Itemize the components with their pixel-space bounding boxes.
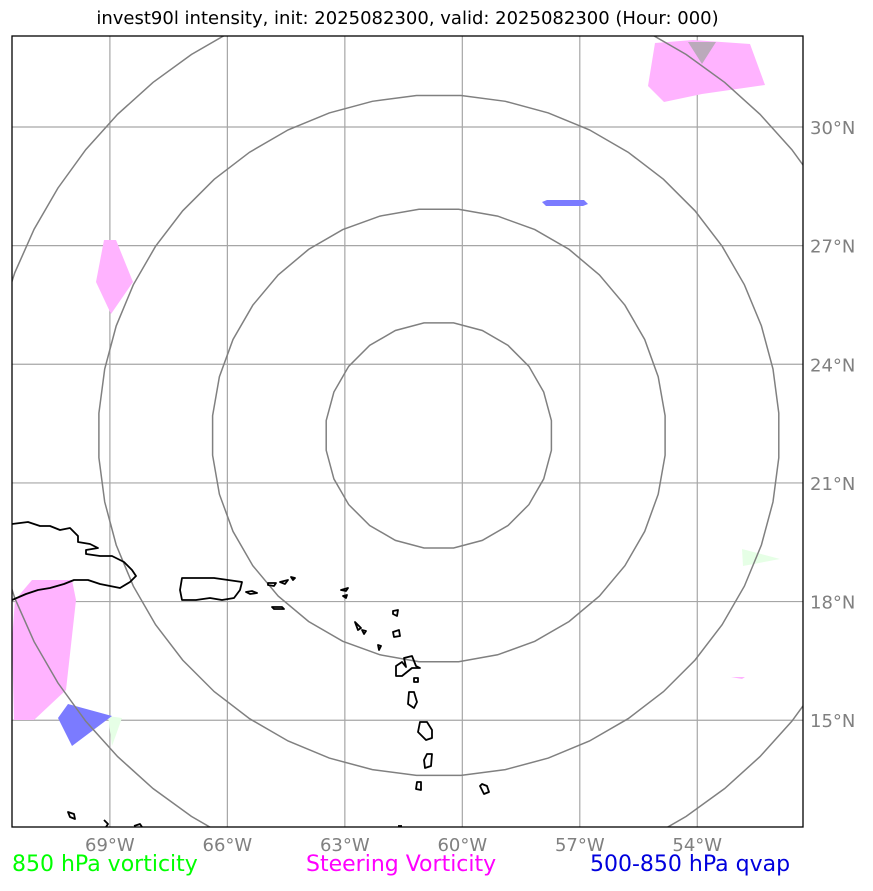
island-st-martin	[342, 594, 348, 599]
island-south-1	[67, 811, 76, 820]
island-st-vincent	[415, 781, 422, 791]
steering-vorticity-patch-west	[96, 240, 133, 314]
lon-label: 57°W	[555, 835, 605, 856]
lat-label: 18°N	[810, 593, 855, 614]
puerto-rico-coast	[179, 577, 243, 601]
island-dominica	[407, 691, 418, 709]
legend-850-vorticity: 850 hPa vorticity	[12, 852, 198, 877]
lon-label: 66°W	[203, 835, 253, 856]
lat-label: 27°N	[810, 237, 855, 258]
island-nevis	[361, 629, 367, 635]
island-vieques	[245, 590, 258, 595]
island-bvi-1	[267, 582, 277, 587]
vorticity-850-patch-sw	[108, 716, 122, 746]
latitude-labels: 15°N 18°N 21°N 24°N 27°N 30°N	[810, 118, 855, 732]
longitude-labels: 69°W 66°W 63°W 60°W 57°W 54°W	[85, 835, 722, 856]
lat-label: 21°N	[810, 474, 855, 495]
map-frame	[11, 35, 804, 828]
range-ring	[98, 94, 780, 777]
island-antigua	[392, 629, 401, 638]
steering-vorticity-patch-small	[731, 677, 745, 679]
coastlines	[12, 521, 490, 827]
island-marie-galante	[413, 677, 419, 683]
lat-label: 24°N	[810, 355, 855, 376]
island-guadeloupe	[395, 655, 421, 677]
legend-qvap: 500-850 hPa qvap	[590, 852, 791, 877]
lon-label: 54°W	[672, 835, 722, 856]
qvap-patch-north	[542, 200, 588, 206]
overlap-patch	[688, 42, 716, 64]
map-title: invest90l intensity, init: 2025082300, v…	[96, 8, 719, 29]
steering-vorticity-patch-ne	[648, 40, 765, 102]
lon-label: 63°W	[320, 835, 370, 856]
island-bvi-2	[279, 579, 289, 585]
graticule	[12, 36, 803, 827]
island-st-lucia	[423, 753, 433, 769]
legend-steering-vorticity: Steering Vorticity	[306, 852, 497, 877]
island-st-croix	[271, 606, 285, 610]
qvap-patches	[58, 200, 588, 746]
map-background	[12, 36, 803, 827]
island-bvi-3	[290, 576, 296, 581]
island-montserrat	[377, 644, 382, 651]
range-ring	[325, 322, 553, 549]
qvap-patch-sw	[58, 704, 112, 746]
island-martinique	[417, 721, 433, 741]
lon-label: 69°W	[85, 835, 135, 856]
island-barbuda	[392, 609, 399, 617]
island-south-3	[133, 823, 143, 827]
lat-label: 15°N	[810, 711, 855, 732]
range-ring	[211, 208, 666, 663]
island-st-kitts	[354, 621, 362, 631]
lon-label: 60°W	[437, 835, 487, 856]
vorticity-850-patches	[108, 549, 780, 746]
island-barbados	[479, 783, 490, 795]
island-south-2	[103, 819, 109, 827]
island-anguilla	[340, 587, 349, 592]
lat-label: 30°N	[810, 118, 855, 139]
vorticity-850-patch-east	[742, 549, 780, 566]
hispaniola-coast	[12, 521, 137, 601]
